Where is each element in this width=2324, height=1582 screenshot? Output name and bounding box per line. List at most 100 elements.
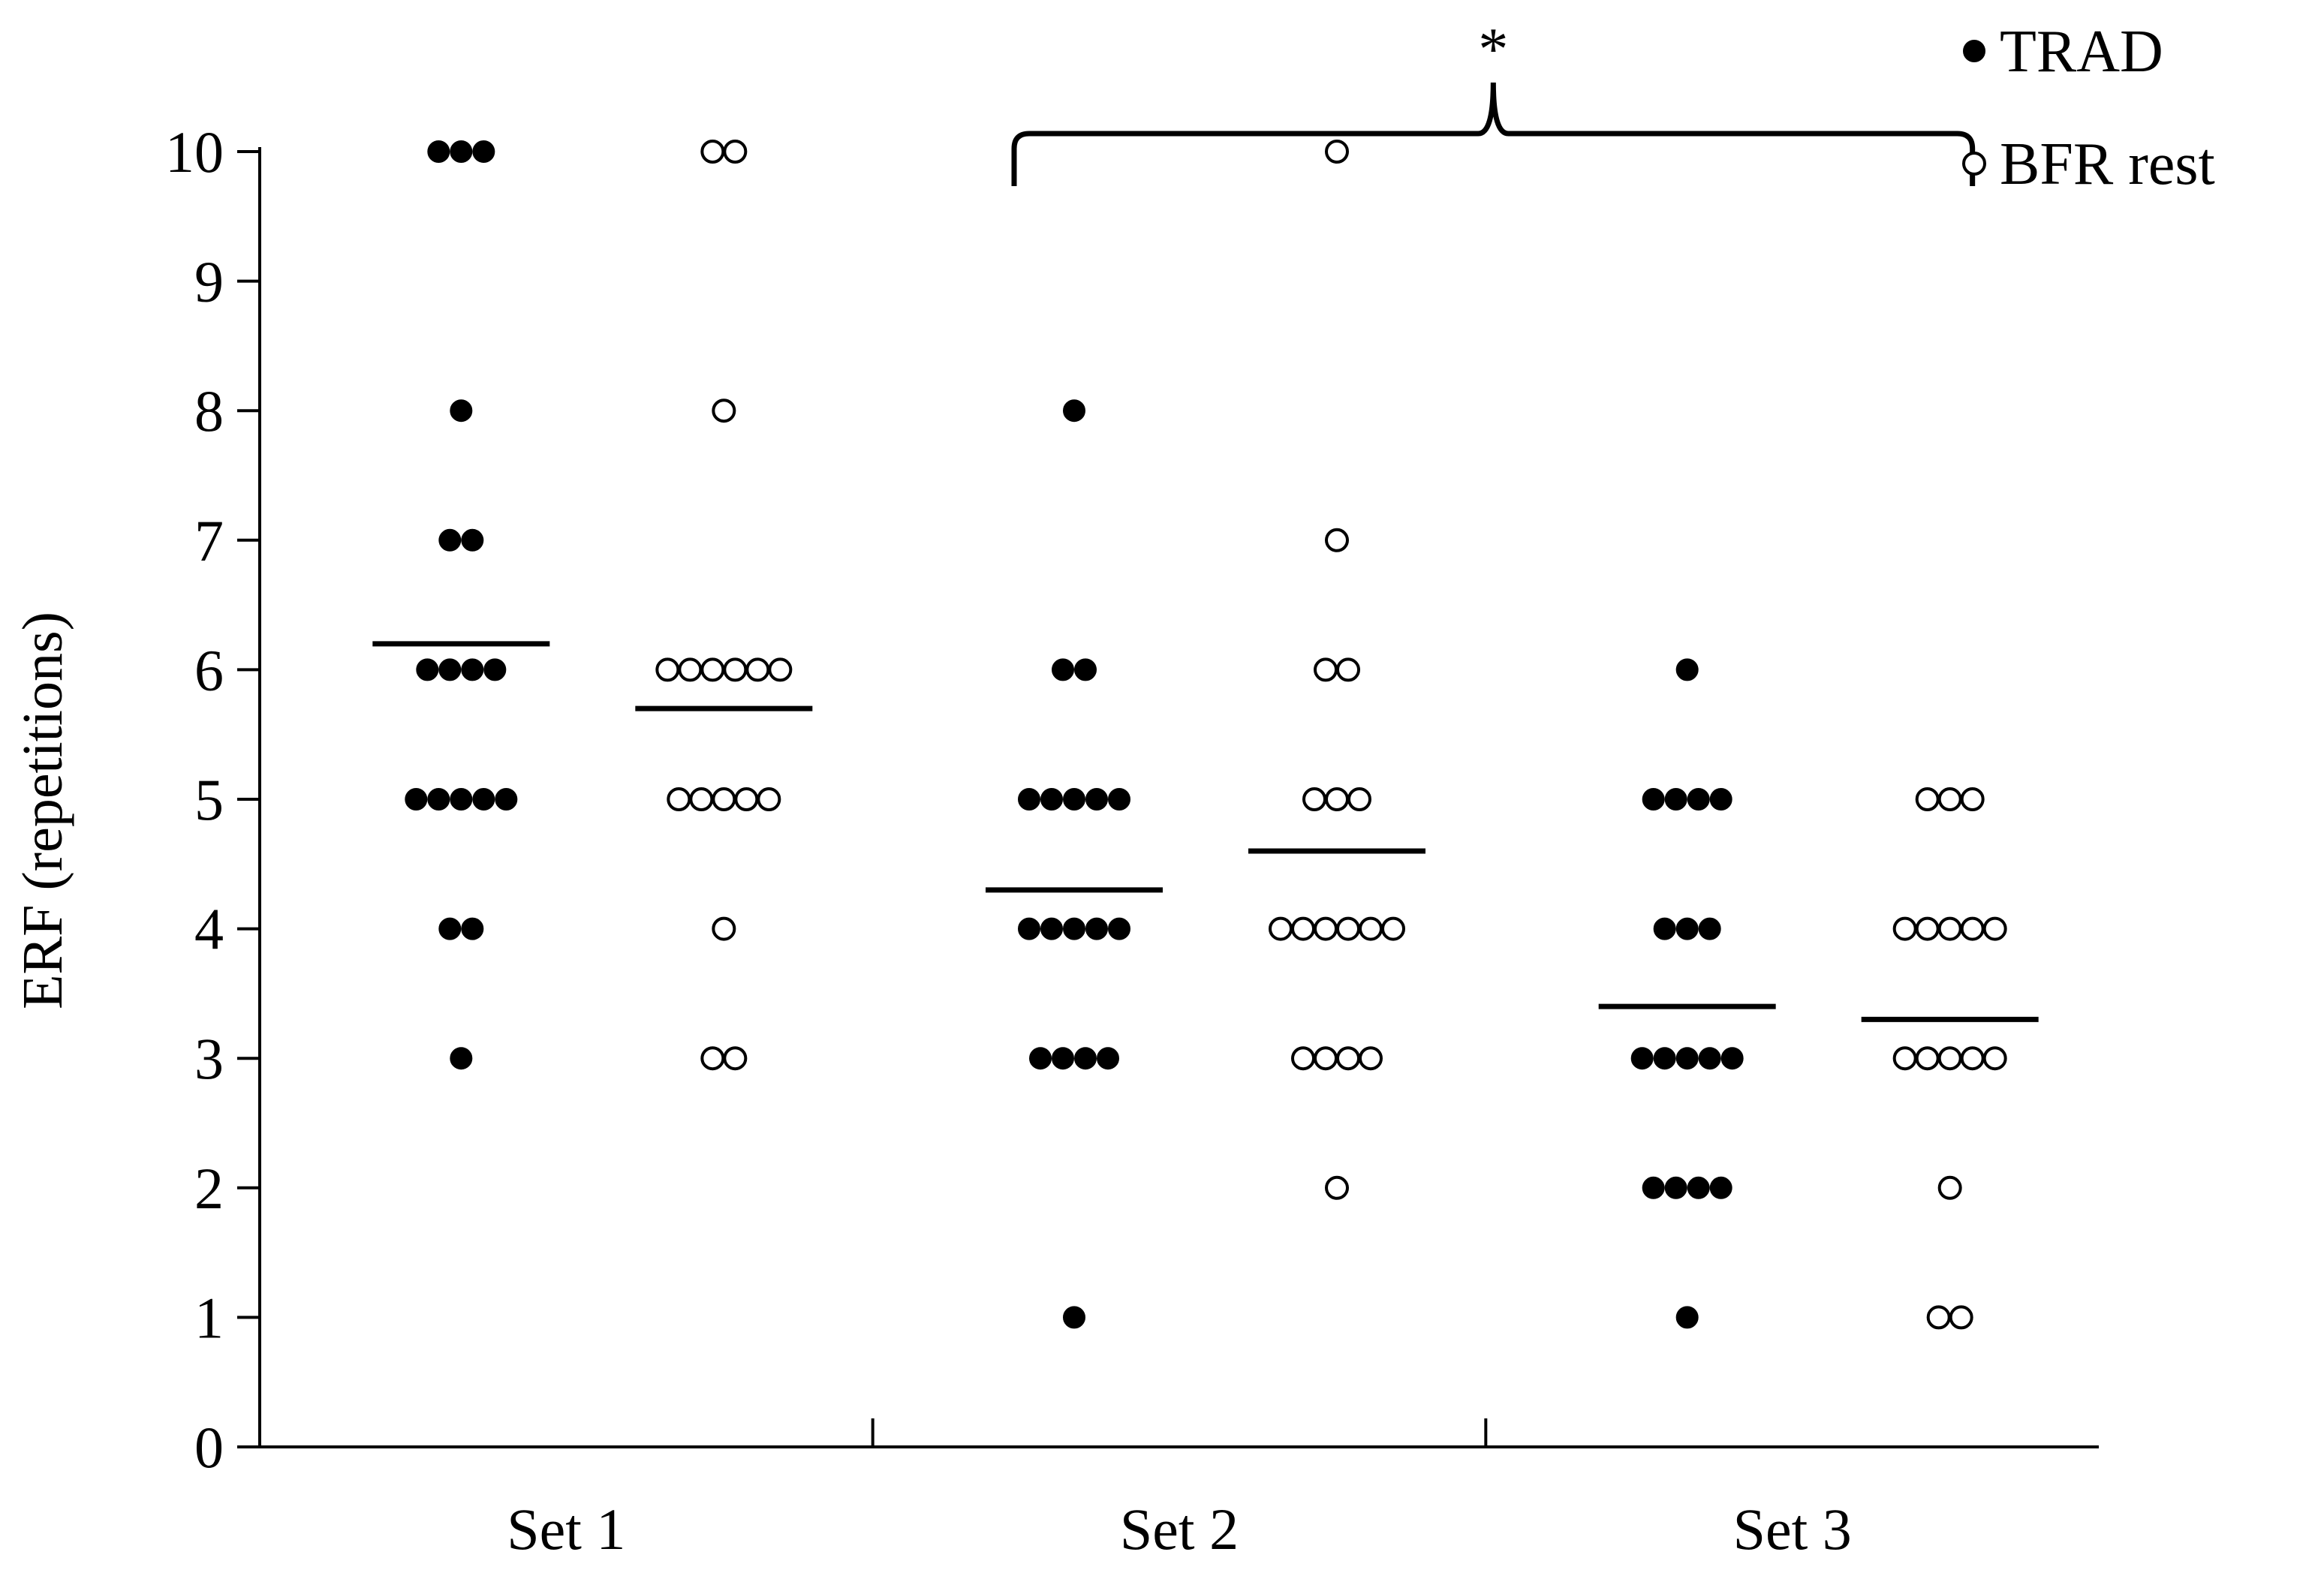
data-point (1063, 1306, 1085, 1329)
data-point (712, 399, 736, 423)
data-point (1085, 788, 1108, 811)
data-point (723, 140, 748, 164)
data-point (1937, 787, 1962, 811)
data-point (1291, 916, 1315, 941)
y-tick-label: 7 (194, 508, 224, 573)
legend-label: BFR rest (2000, 131, 2215, 197)
data-point (1325, 528, 1349, 552)
y-tick-label: 2 (194, 1156, 224, 1221)
y-tick-label: 5 (194, 767, 224, 832)
y-tick-label: 9 (194, 249, 224, 314)
data-point (712, 916, 736, 941)
x-category-label: Set 1 (507, 1496, 625, 1562)
data-point (1687, 788, 1710, 811)
data-point (461, 917, 484, 940)
data-point (1074, 1047, 1097, 1070)
data-point (438, 658, 462, 681)
data-point (1314, 1046, 1338, 1071)
data-point (450, 140, 473, 163)
data-point (1325, 1175, 1349, 1200)
data-point (450, 788, 473, 811)
data-point (1040, 917, 1063, 940)
data-point (450, 399, 473, 423)
data-point (1687, 1176, 1710, 1199)
data-point (1302, 787, 1326, 811)
data-point (1642, 1176, 1665, 1199)
y-tick-label: 10 (165, 119, 224, 185)
data-point (1698, 917, 1721, 940)
data-point (461, 528, 484, 552)
data-point (734, 787, 759, 811)
data-point (678, 657, 703, 682)
data-point (1915, 1046, 1940, 1071)
data-point (1960, 916, 1985, 941)
data-point (1018, 917, 1040, 940)
data-point (1653, 917, 1676, 940)
data-point (1336, 1046, 1360, 1071)
data-point (1063, 917, 1085, 940)
data-point (1359, 1046, 1383, 1071)
data-point (1336, 916, 1360, 941)
data-point (1063, 399, 1085, 423)
data-point (1052, 658, 1074, 681)
data-point (1709, 788, 1732, 811)
data-point (1675, 1306, 1699, 1329)
data-point (1892, 1046, 1917, 1071)
data-point (768, 657, 793, 682)
data-point (1381, 916, 1405, 941)
data-point (1937, 1175, 1962, 1200)
legend-label: TRAD (2000, 19, 2163, 85)
data-point (757, 787, 781, 811)
data-point (1709, 1176, 1732, 1199)
data-point (1949, 1305, 1973, 1330)
data-point (667, 787, 691, 811)
data-point (1314, 657, 1338, 682)
data-point (1063, 788, 1085, 811)
data-point (1892, 916, 1917, 941)
data-point (1675, 658, 1699, 681)
data-point (700, 1046, 725, 1071)
data-point (700, 657, 725, 682)
data-point (1960, 787, 1985, 811)
axes (258, 147, 2099, 1448)
data-point (1336, 657, 1360, 682)
data-point (405, 788, 428, 811)
data-point (1915, 916, 1940, 941)
data-point (483, 658, 507, 681)
y-tick-label: 1 (194, 1285, 224, 1350)
legend-marker (1963, 40, 1985, 62)
data-point (1074, 658, 1097, 681)
data-point (450, 1047, 473, 1070)
data-point (689, 787, 714, 811)
y-axis-title: ERF (repetitions) (11, 612, 74, 1009)
y-tick-label: 3 (194, 1026, 224, 1091)
data-point (427, 140, 450, 163)
significance-annotation: * (1011, 17, 1976, 186)
data-point (745, 657, 770, 682)
data-point (1653, 1047, 1676, 1070)
mean-lines (372, 641, 2039, 1022)
data-point (1720, 1047, 1744, 1070)
data-point (495, 788, 518, 811)
data-point (1269, 916, 1293, 941)
data-point (1018, 788, 1040, 811)
data-point (1097, 1047, 1119, 1070)
y-tick-label: 6 (194, 637, 224, 702)
data-point (1630, 1047, 1654, 1070)
data-point (1108, 917, 1130, 940)
data-point (655, 657, 680, 682)
data-point (472, 788, 495, 811)
data-point (723, 657, 748, 682)
data-point (438, 917, 462, 940)
x-category-label: Set 3 (1733, 1496, 1852, 1562)
data-point (1664, 788, 1687, 811)
data-point (1325, 140, 1349, 164)
data-point (1960, 1046, 1985, 1071)
y-tick-label: 0 (194, 1415, 224, 1480)
data-point (1347, 787, 1371, 811)
data-point (1675, 1047, 1699, 1070)
significance-asterisk: * (1478, 17, 1508, 83)
data-point (1675, 917, 1699, 940)
data-point (1040, 788, 1063, 811)
x-category-label: Set 2 (1120, 1496, 1239, 1562)
